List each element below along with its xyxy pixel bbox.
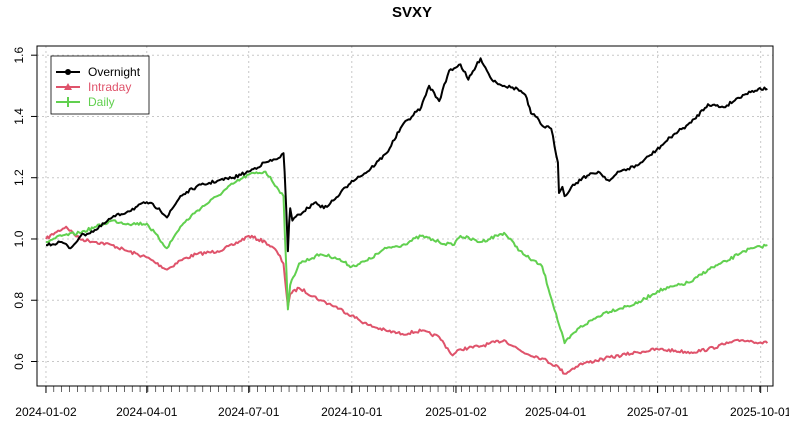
x-tick-label: 2025-01-02 bbox=[425, 405, 487, 419]
series-line-daily bbox=[45, 170, 768, 345]
y-tick-label: 1.4 bbox=[12, 108, 26, 125]
y-tick-label: 1.6 bbox=[12, 47, 26, 64]
y-tick-label: 0.6 bbox=[12, 353, 26, 370]
legend-marker-triangle bbox=[64, 83, 72, 90]
x-tick-label: 2024-01-02 bbox=[15, 405, 77, 419]
x-tick-label: 2025-04-01 bbox=[525, 405, 587, 419]
x-tick-label: 2025-10-01 bbox=[730, 405, 789, 419]
y-tick-label: 0.8 bbox=[12, 292, 26, 309]
series-lines bbox=[45, 57, 769, 375]
y-tick-label: 1.0 bbox=[12, 230, 26, 247]
legend-label-daily: Daily bbox=[88, 95, 115, 109]
legend-marker-circle bbox=[65, 69, 71, 75]
x-tick-label: 2024-07-01 bbox=[218, 405, 280, 419]
x-tick-label: 2024-10-01 bbox=[321, 405, 383, 419]
legend-label-intraday: Intraday bbox=[88, 80, 131, 94]
series-line-overnight bbox=[45, 57, 768, 253]
x-axis: 2024-01-02 2024-04-01 2024-07-01 2024-10-01… bbox=[15, 385, 789, 419]
x-tick-label: 2024-04-01 bbox=[116, 405, 178, 419]
series-line-intraday bbox=[45, 225, 769, 375]
x-tick-label: 2025-07-01 bbox=[627, 405, 689, 419]
legend-label-overnight: Overnight bbox=[88, 65, 141, 79]
chart-title: SVXY bbox=[392, 4, 432, 21]
y-tick-label: 1.2 bbox=[12, 169, 26, 186]
y-axis: 0.6 0.8 1.0 1.2 1.4 1.6 bbox=[12, 47, 37, 370]
